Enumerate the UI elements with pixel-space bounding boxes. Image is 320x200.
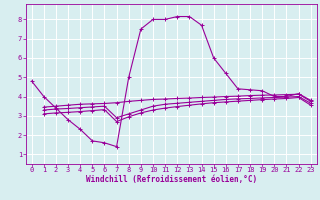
X-axis label: Windchill (Refroidissement éolien,°C): Windchill (Refroidissement éolien,°C): [86, 175, 257, 184]
